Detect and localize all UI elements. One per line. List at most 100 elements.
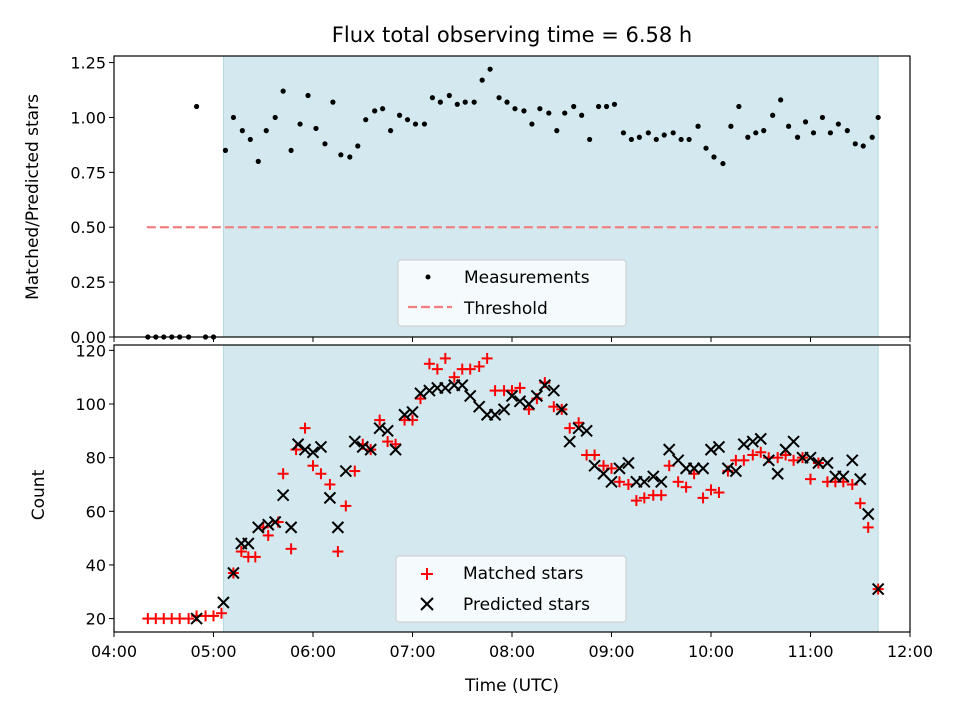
measurement-point — [728, 123, 734, 129]
measurement-point — [571, 103, 577, 110]
predicted-star-point — [398, 408, 411, 421]
bottom-xtick-label: 04:00 — [91, 642, 137, 661]
measurement-point — [338, 152, 344, 158]
bottom-ytick-label: 20 — [86, 610, 106, 629]
bottom-xtick-label: 12:00 — [887, 642, 933, 661]
bottom-xtick-label: 05:00 — [190, 642, 236, 661]
measurement-point — [802, 119, 809, 125]
top-ytick-label: 0.25 — [70, 273, 106, 292]
matched-star-point — [788, 454, 800, 466]
bottom-ytick-label: 100 — [75, 395, 106, 414]
measurement-point — [322, 141, 328, 147]
predicted-star-point — [812, 456, 825, 470]
predicted-star-point — [414, 387, 427, 400]
matched-star-point — [772, 452, 784, 464]
predicted-star-point — [647, 470, 660, 483]
matched-star-point — [506, 385, 518, 397]
matched-star-point — [655, 489, 667, 501]
legend-measurements-label: Measurements — [464, 268, 590, 288]
matched-star-point — [481, 352, 493, 364]
matched-star-point — [548, 401, 560, 413]
measurement-point — [860, 143, 866, 149]
matched-star-point — [738, 454, 750, 466]
matched-star-point — [208, 610, 219, 622]
predicted-star-point — [331, 521, 345, 534]
measurement-point — [686, 136, 692, 143]
matched-star-point — [680, 481, 692, 493]
measurement-point — [810, 130, 817, 136]
predicted-star-point — [555, 403, 568, 416]
measurement-point — [852, 141, 858, 147]
measurement-point — [537, 106, 543, 112]
matched-star-point — [705, 484, 717, 496]
legend-predicted-marker — [420, 597, 434, 611]
predicted-star-point — [298, 443, 312, 456]
measurement-point — [363, 117, 369, 123]
predicted-star-point — [613, 462, 626, 475]
measurement-point — [611, 101, 618, 107]
predicted-star-point — [572, 421, 585, 435]
measurement-point — [437, 99, 443, 105]
matched-star-point — [697, 492, 709, 504]
measurement-point — [546, 110, 552, 116]
predicted-star-point — [513, 395, 527, 408]
predicted-star-point — [262, 518, 275, 531]
measurement-point — [869, 134, 875, 140]
measurement-point — [761, 128, 767, 134]
matched-star-point — [854, 497, 866, 509]
matched-star-point — [713, 487, 725, 499]
measurement-point — [347, 154, 353, 160]
measurement-point — [794, 134, 801, 140]
measurement-point — [412, 121, 419, 127]
matched-star-point — [249, 551, 261, 563]
matched-star-point — [630, 495, 642, 507]
matched-star-point — [382, 436, 394, 448]
predicted-star-point — [497, 403, 511, 416]
bottom-axes-frame — [113, 344, 911, 633]
matched-star-point — [573, 417, 585, 429]
measurement-point — [239, 128, 245, 134]
measurement-point — [355, 143, 361, 149]
predicted-star-point — [787, 435, 800, 448]
measurement-point — [562, 110, 568, 116]
bottom-x-axis-label: Time (UTC) — [464, 676, 559, 696]
measurement-point — [521, 108, 527, 114]
matched-star-point — [340, 500, 352, 512]
matched-star-point — [514, 382, 526, 394]
predicted-star-point — [389, 443, 402, 456]
predicted-star-point — [729, 464, 743, 478]
bottom-xtick-label: 10:00 — [688, 642, 734, 661]
predicted-star-point — [771, 467, 784, 480]
predicted-stars-series — [190, 379, 885, 625]
measurement-point — [554, 128, 560, 134]
measurement-point — [603, 103, 610, 110]
legend-matched-label: Matched stars — [463, 564, 583, 584]
measurement-point — [380, 106, 386, 112]
matched-star-point — [755, 446, 767, 458]
measurement-point — [703, 145, 709, 151]
measurement-point — [288, 147, 294, 153]
predicted-star-point — [837, 470, 850, 483]
matched-star-point — [672, 476, 684, 488]
predicted-star-point — [663, 443, 676, 456]
predicted-star-point — [580, 424, 593, 438]
matched-star-point — [262, 529, 274, 541]
bottom-legend-box — [395, 555, 627, 623]
measurement-point — [653, 136, 659, 143]
predicted-star-point — [804, 451, 817, 464]
measurement-point — [471, 99, 477, 105]
matched-star-point — [374, 414, 386, 426]
measurement-point — [875, 114, 881, 121]
bottom-x-axis: 04:00 05:00 06:00 07:00 08:00 09:00 10:00 11:00… — [91, 632, 933, 661]
measurement-point — [720, 160, 726, 167]
matched-star-point — [299, 422, 311, 434]
measurement-point — [695, 123, 701, 129]
top-y-axis-label: Matched/Predicted stars — [23, 94, 43, 300]
predicted-star-point — [464, 389, 477, 403]
bottom-y-axis-label: Count — [29, 469, 49, 520]
matched-star-point — [747, 449, 759, 461]
predicted-star-point — [563, 435, 576, 448]
matched-star-point — [564, 422, 576, 434]
measurement-point — [496, 95, 502, 101]
